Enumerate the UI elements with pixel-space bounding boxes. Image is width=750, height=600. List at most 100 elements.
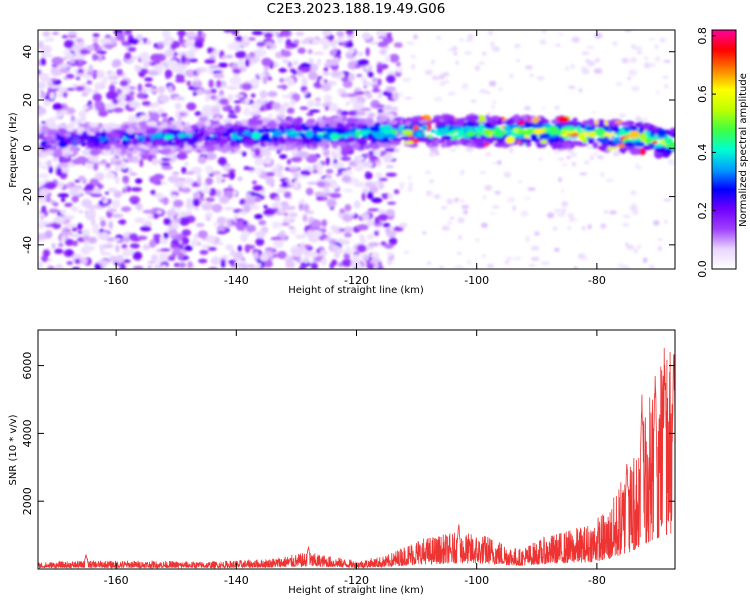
heatmap-cell	[92, 53, 98, 61]
heatmap-cell	[281, 50, 292, 58]
heatmap-cell	[227, 43, 237, 50]
heatmap-cell	[639, 133, 647, 141]
heatmap-cell	[615, 81, 623, 87]
heatmap-cell	[185, 177, 194, 185]
heatmap-cell	[266, 121, 277, 129]
heatmap-cell	[632, 203, 636, 210]
heatmap-cell	[322, 72, 331, 76]
heatmap-cell	[194, 128, 199, 133]
heatmap-cell	[111, 60, 119, 68]
heatmap-cell	[110, 133, 121, 139]
heatmap-cell	[539, 39, 547, 45]
heatmap-cell	[95, 131, 102, 136]
heatmap-cell	[116, 254, 124, 264]
heatmap-cell	[334, 249, 340, 259]
heatmap-cell	[93, 162, 99, 171]
heatmap-cell	[167, 85, 173, 93]
heatmap-cell	[388, 226, 395, 230]
heatmap-cell	[134, 217, 146, 224]
heatmap-cell	[333, 159, 338, 164]
heatmap-cell	[368, 155, 378, 161]
heatmap-cell	[520, 210, 529, 217]
heatmap-cell	[161, 181, 168, 186]
heatmap-cell	[279, 230, 286, 236]
heatmap-cell	[270, 237, 282, 241]
heatmap-cell	[64, 202, 73, 208]
heatmap-cell	[108, 71, 116, 77]
heatmap-cell	[160, 248, 171, 252]
heatmap-cell	[99, 228, 104, 234]
heatmap-cell	[223, 164, 231, 172]
heatmap-cell	[55, 263, 64, 269]
x-tick-label: -160	[104, 274, 129, 287]
heatmap-cell	[237, 58, 245, 67]
heatmap-cell	[536, 75, 545, 81]
heatmap-cell	[404, 141, 414, 145]
heatmap-cell	[353, 164, 364, 172]
heatmap-cell	[267, 76, 273, 81]
heatmap-cell	[620, 121, 631, 126]
heatmap-cell	[221, 174, 232, 178]
heatmap-cell	[232, 123, 240, 130]
heatmap-cell	[377, 36, 389, 39]
heatmap-cell	[361, 32, 371, 40]
heatmap-cell	[430, 128, 436, 133]
heatmap-cell	[280, 30, 291, 37]
heatmap-cell	[377, 78, 382, 86]
heatmap-cell	[175, 73, 185, 82]
heatmap-cell	[85, 45, 95, 51]
heatmap-cell	[124, 30, 133, 35]
heatmap-cell	[331, 142, 339, 149]
heatmap-cell	[540, 139, 548, 144]
heatmap-cell	[367, 71, 374, 78]
heatmap-cell	[608, 147, 619, 151]
heatmap-cell	[192, 198, 200, 207]
heatmap-cell	[49, 92, 55, 100]
heatmap-cell	[69, 233, 81, 238]
heatmap-cell	[265, 102, 272, 111]
heatmap-cell	[127, 38, 140, 45]
heatmap-cell	[113, 190, 123, 198]
heatmap-cell	[161, 264, 167, 269]
heatmap-cell	[254, 158, 264, 167]
heatmap-cell	[439, 265, 444, 269]
heatmap-cell	[413, 117, 420, 123]
heatmap-cell	[357, 59, 370, 66]
heatmap-cell	[130, 187, 143, 192]
heatmap-cell	[256, 42, 266, 47]
heatmap-cell	[98, 184, 104, 189]
heatmap-cell	[633, 141, 645, 148]
heatmap-cell	[410, 54, 417, 59]
heatmap-cell	[385, 172, 397, 177]
heatmap-cell	[38, 261, 43, 269]
heatmap-cell	[134, 64, 142, 73]
heatmap-cell	[262, 75, 268, 85]
heatmap-cell	[198, 258, 208, 264]
heatmap-cell	[80, 257, 88, 265]
heatmap-cell	[321, 219, 328, 228]
heatmap-cell	[296, 74, 306, 78]
heatmap-cell	[316, 195, 324, 201]
heatmap-cell	[332, 226, 344, 235]
heatmap-cell	[201, 202, 213, 211]
heatmap-cell	[250, 193, 262, 197]
heatmap-cell	[157, 42, 164, 49]
heatmap-cell	[263, 157, 272, 165]
heatmap-cell	[200, 126, 206, 133]
heatmap-cell	[185, 50, 196, 59]
heatmap-cell	[195, 222, 205, 228]
heatmap-cell	[152, 101, 160, 108]
heatmap-cell	[205, 177, 214, 186]
heatmap-cell	[211, 203, 223, 213]
heatmap-cell	[115, 32, 125, 41]
heatmap-cell	[346, 131, 358, 137]
heatmap-cell	[343, 232, 352, 238]
heatmap-cell	[406, 117, 412, 122]
heatmap-cell	[362, 187, 369, 194]
heatmap-cell	[523, 106, 531, 111]
heatmap-cell	[369, 185, 379, 194]
heatmap-cell	[411, 64, 415, 70]
heatmap-cell	[115, 128, 127, 133]
heatmap-cell	[287, 61, 292, 68]
heatmap-cell	[487, 30, 494, 36]
